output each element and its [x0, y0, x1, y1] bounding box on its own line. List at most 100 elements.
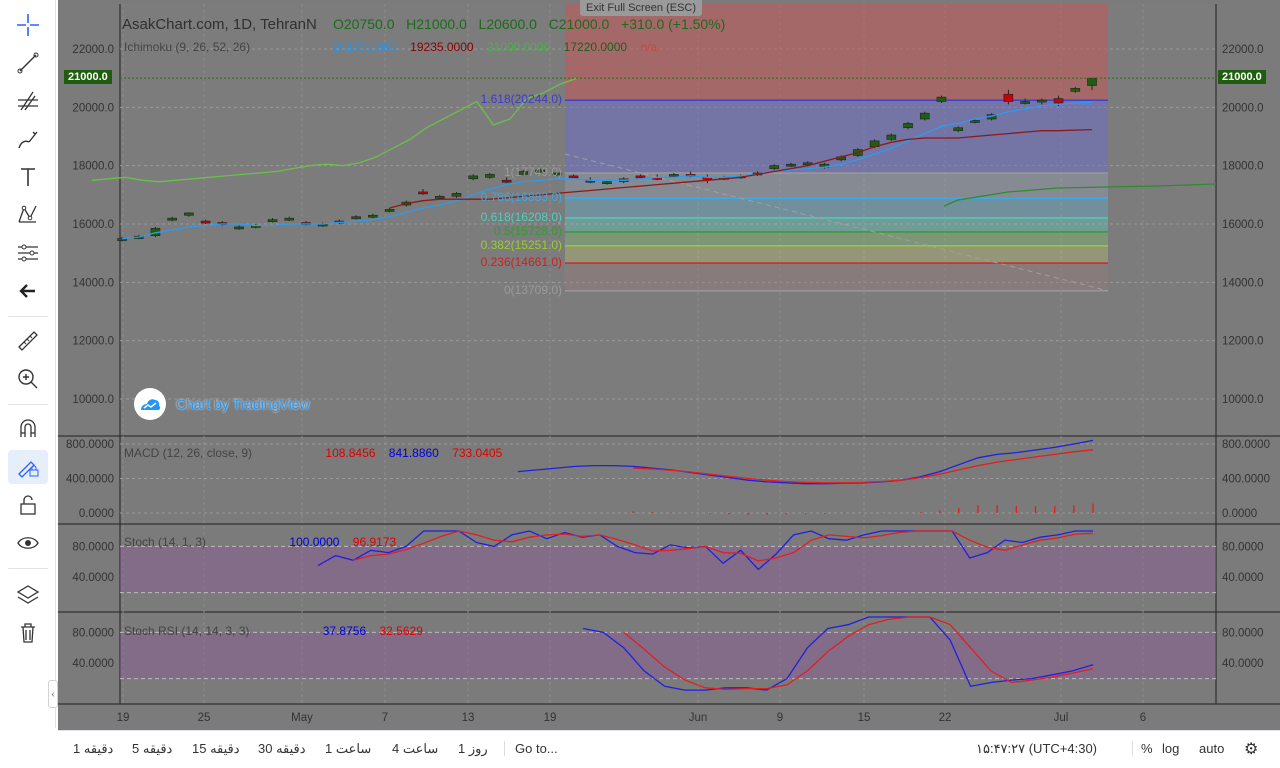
eye-icon[interactable] [8, 526, 48, 560]
time-tick: 7 [382, 712, 388, 724]
unlock-icon[interactable] [8, 488, 48, 522]
candle [234, 226, 244, 230]
low-value: L20600.0 [478, 16, 537, 32]
collapse-toolbar-icon[interactable]: ‹ [48, 680, 58, 708]
fib-label-0786: 0.786(16883.0) [480, 190, 562, 205]
ichimoku-lagging-value: 21000.0000 [486, 40, 551, 54]
time-tick: 22 [939, 712, 952, 724]
price-tick-right: 16000.0 [1222, 219, 1264, 231]
current-price-label-right: 21000.0 [1218, 70, 1266, 84]
layers-icon[interactable] [8, 578, 48, 612]
stoch-rsi-d-line [623, 616, 1094, 691]
candle [635, 175, 646, 179]
interval-1m[interactable]: 1 دقیقه [73, 741, 114, 756]
candle [184, 212, 194, 216]
auto-toggle[interactable]: auto [1199, 741, 1225, 756]
high-value: H21000.0 [406, 16, 467, 32]
fib-label-1618: 1.618(20244.0) [480, 92, 562, 107]
candle [1003, 93, 1014, 102]
chart-area[interactable]: 22000.0 22000.0 20000.0 20000.0 18000.0 18000… [58, 0, 1280, 730]
candle [552, 172, 562, 176]
stoch-tick-right: 80.0000 [1222, 541, 1264, 553]
candle [284, 217, 295, 221]
tradingview-logo-icon [134, 388, 166, 420]
interval-5m[interactable]: 5 دقیقه [132, 741, 173, 756]
macd-histogram-value: 108.8456 [325, 446, 376, 460]
symbol-name[interactable]: AsakChart.com, 1D, TehranN [122, 16, 317, 33]
clock: ۱۵:۴۷:۲۷ (UTC+4:30) [976, 741, 1097, 756]
text-tool-icon[interactable] [8, 160, 48, 194]
candle [468, 175, 479, 180]
zoom-in-icon[interactable] [8, 362, 48, 396]
macd-signal-value: 733.0405 [452, 446, 503, 460]
stoch-legend[interactable]: Stoch (14, 1, 3) 100.0000 96.9173 [124, 535, 406, 549]
chart-canvas[interactable]: 22000.0 22000.0 20000.0 20000.0 18000.0 18000… [58, 0, 1280, 730]
fib-zone [565, 217, 1108, 232]
interval-15m[interactable]: 15 دقیقه [192, 741, 240, 756]
tradingview-watermark[interactable]: Chart by TradingView [134, 388, 310, 420]
candle [602, 181, 612, 185]
ichimoku-lead-a-value: 17220.0000 [563, 40, 628, 54]
stoch-rsi-band [120, 632, 1216, 679]
candle [970, 120, 980, 123]
magnet-icon[interactable] [8, 412, 48, 446]
ichimoku-legend[interactable]: Ichimoku (9, 26, 52, 26) 20170.0000 1923… [124, 40, 667, 54]
candle [267, 219, 278, 222]
ichimoku-conversion-value: 20170.0000 [333, 40, 397, 54]
log-toggle[interactable]: log [1162, 741, 1180, 756]
interval-30m[interactable]: 30 دقیقه [258, 741, 306, 756]
candle [167, 217, 177, 221]
pattern-icon[interactable] [8, 198, 48, 232]
price-tick-left: 16000.0 [72, 219, 114, 231]
goto-button[interactable]: Go to... [504, 741, 558, 756]
trash-icon[interactable] [8, 616, 48, 650]
back-arrow-icon[interactable] [8, 274, 48, 308]
stoch-d-value: 96.9173 [352, 535, 397, 549]
fib-zone [565, 245, 1108, 264]
open-value: O20750.0 [332, 16, 395, 32]
candle [802, 162, 813, 166]
price-tick-right: 10000.0 [1222, 394, 1264, 406]
candle [368, 214, 378, 218]
fib-tools-icon[interactable] [8, 84, 48, 118]
crosshair-icon[interactable] [8, 8, 48, 42]
price-tick-right: 12000.0 [1222, 336, 1264, 348]
stoch-band [120, 546, 1216, 593]
ruler-icon[interactable] [8, 324, 48, 358]
macd-line [517, 439, 1094, 485]
price-tick-right: 14000.0 [1222, 277, 1264, 289]
fib-label-0618: 0.618(16208.0) [480, 209, 562, 224]
candle [535, 169, 545, 173]
stoch-rsi-label: Stoch RSI (14, 14, 3, 3) [124, 624, 250, 638]
prediction-icon[interactable] [8, 236, 48, 270]
trend-line-icon[interactable] [8, 46, 48, 80]
ichimoku-base-value: 19235.0000 [410, 40, 474, 54]
fib-label-0382: 0.382(15251.0) [480, 237, 562, 252]
settings-gear-icon[interactable]: ⚙ [1244, 741, 1259, 758]
time-tick: 13 [462, 712, 475, 724]
time-tick: Jun [689, 712, 708, 724]
exit-fullscreen-button[interactable]: Exit Full Screen (ESC) [580, 0, 703, 16]
interval-1d[interactable]: 1 روز [458, 741, 488, 756]
drawing-toolbar [0, 0, 56, 728]
candle [903, 123, 913, 129]
time-tick: 9 [777, 712, 783, 724]
tradingview-text: Chart by TradingView [176, 396, 310, 412]
percent-toggle[interactable]: % [1132, 741, 1153, 756]
fib-zone-1618 [565, 100, 1108, 173]
interval-4h[interactable]: 4 ساعت [392, 741, 439, 756]
candle [953, 127, 964, 131]
candle [434, 195, 445, 199]
macd-legend[interactable]: MACD (12, 26, close, 9) 108.8456 841.886… [124, 446, 512, 460]
stoch-rsi-legend[interactable]: Stoch RSI (14, 14, 3, 3) 37.8756 32.5629 [124, 624, 433, 638]
macd-line-value: 841.8860 [388, 446, 439, 460]
interval-1h[interactable]: 1 ساعت [325, 741, 372, 756]
macd-label: MACD (12, 26, close, 9) [124, 446, 253, 460]
candle [418, 191, 428, 195]
price-tick-right: 22000.0 [1222, 44, 1264, 56]
brush-icon[interactable] [8, 122, 48, 156]
lock-drawing-icon[interactable] [8, 450, 48, 484]
fib-zone-top [565, 4, 1108, 101]
fib-label-0: 0(13709.0) [503, 282, 562, 297]
candle [351, 216, 361, 220]
